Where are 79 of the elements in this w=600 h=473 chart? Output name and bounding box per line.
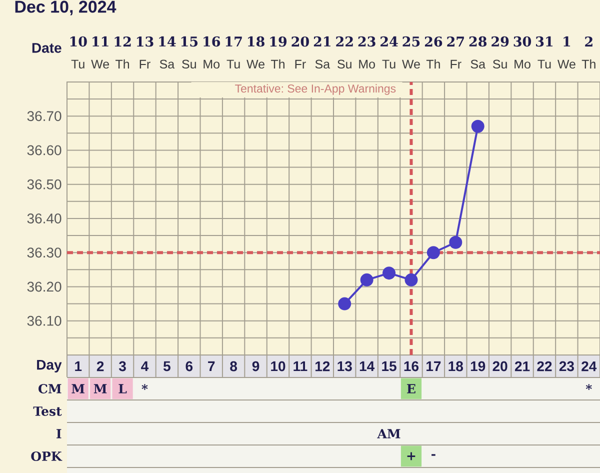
text: + — [407, 452, 416, 460]
y-tick-label: 36.70 — [27, 111, 62, 122]
x2-tick-label: 24 Tu — [380, 36, 398, 69]
category-label: Test — [33, 406, 62, 416]
x-tick-label: 3 — [118, 361, 126, 372]
x2-tick-label: 12 Th — [114, 36, 131, 68]
x2-tick-label: 15 Su — [181, 36, 198, 69]
text: * — [142, 384, 148, 390]
x-tick-label: 12 — [315, 361, 330, 372]
x-tick-label: 23 — [559, 361, 574, 372]
x2-tick-label: 17 Tu — [226, 36, 242, 69]
point — [426, 246, 440, 260]
point — [404, 273, 418, 286]
x-axis-title: Day — [37, 360, 62, 372]
x-tick-label: 7 — [208, 361, 215, 372]
x-tick-label: 14 — [360, 361, 375, 372]
x2-tick-label: 27 Fr — [447, 36, 464, 68]
x-tick-label: 8 — [230, 361, 238, 372]
x2-tick-label: 19 Th — [270, 36, 287, 68]
x-tick-label: 2 — [96, 361, 104, 372]
x2-tick-label: 30 Mo — [514, 36, 532, 69]
x-tick-label: 10 — [271, 361, 286, 372]
x-tick-label: 17 — [426, 361, 441, 372]
x2-tick-label: 1 We — [557, 36, 576, 69]
x-tick-label: 21 — [514, 361, 530, 372]
x2-tick-label: 25 We — [402, 36, 420, 69]
x-tick-label: 9 — [252, 361, 260, 372]
y-tick-label: 36.60 — [27, 145, 62, 156]
x-tick-label: 22 — [537, 361, 552, 372]
point — [471, 120, 484, 133]
x-tick-label: 16 — [404, 361, 419, 372]
x2-tick-label: 16 Mo — [204, 36, 220, 69]
text: M — [94, 384, 107, 394]
point — [449, 236, 462, 249]
x2-tick-label: 14 Sa — [159, 36, 176, 69]
category-label: I — [56, 429, 62, 438]
x2-tick-label: 11 We — [91, 36, 110, 69]
x2-tick-label: 13 Fr — [136, 36, 154, 68]
x2-tick-label: 2 Th — [582, 36, 596, 68]
x-tick-label: 13 — [338, 361, 352, 372]
x2-tick-label: 22 Su — [336, 36, 353, 69]
x-tick-label: 19 — [470, 361, 486, 372]
x-tick-label: 5 — [163, 361, 170, 372]
point — [382, 266, 396, 280]
y-tick-label: 36.30 — [27, 248, 62, 258]
x-tick-label: 20 — [492, 361, 508, 372]
point — [338, 297, 352, 310]
text: L — [118, 384, 127, 394]
point — [360, 273, 374, 286]
x-tick-label: 6 — [186, 361, 193, 372]
text: AM — [377, 429, 400, 438]
x2-tick-label: 23 Mo — [358, 36, 376, 69]
x2-tick-label: 20 Fr — [292, 36, 309, 68]
text: * — [586, 384, 592, 390]
annotation: Tentative: See In-App Warnings — [235, 84, 396, 95]
x2-axis-title: Date — [32, 43, 62, 53]
text: M — [72, 384, 84, 394]
y-tick-label: 36.40 — [27, 214, 62, 224]
chart-title: Dec 10, 2024 — [15, 0, 116, 16]
x-tick-label: 11 — [294, 361, 308, 372]
x-tick-label: 1 — [75, 361, 82, 372]
x-tick-label: 18 — [448, 361, 463, 372]
y-tick-label: 36.10 — [27, 316, 62, 326]
x-tick-label: 24 — [582, 361, 597, 372]
x2-tick-label: 21 Sa — [314, 36, 330, 69]
x2-tick-label: 29 Su — [492, 36, 509, 69]
y-tick-label: 36.50 — [27, 179, 62, 190]
x-tick-label: 15 — [382, 361, 396, 372]
x-tick-label: 4 — [141, 361, 149, 372]
x2-tick-label: 28 Sa — [469, 36, 487, 69]
category-label: CM — [38, 384, 62, 394]
x2-tick-label: 10 Tu — [70, 36, 87, 69]
x2-tick-label: 31 Tu — [536, 36, 553, 69]
y-tick-label: 36.20 — [27, 282, 62, 292]
category-label: OPK — [31, 452, 62, 461]
x2-tick-label: 26 Th — [424, 36, 442, 68]
text: E — [407, 384, 416, 394]
x2-tick-label: 18 We — [246, 36, 264, 69]
text: - — [432, 454, 436, 456]
